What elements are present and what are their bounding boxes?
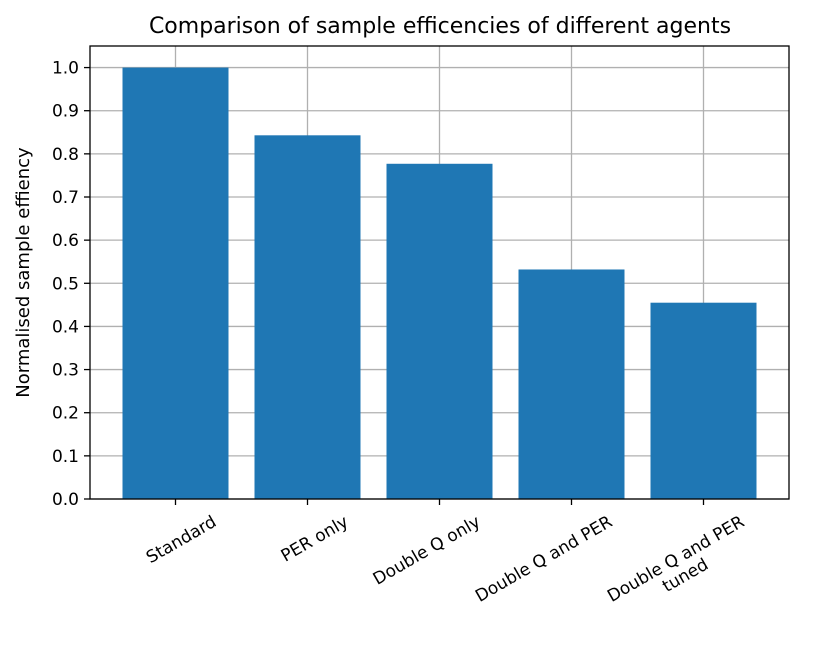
y-tick-label: 0.3: [52, 361, 79, 381]
y-tick-label: 0.1: [52, 447, 79, 467]
bar-2: [386, 163, 493, 499]
y-tick-label: 0.9: [52, 102, 79, 122]
bar-3: [518, 269, 625, 499]
y-tick-label: 0.0: [52, 490, 79, 510]
x-tick-label: Double Q and PER: [472, 512, 616, 607]
bar-0: [122, 67, 229, 500]
y-axis-label: Normalised sample effiency: [13, 147, 34, 398]
y-tick-label: 0.6: [52, 231, 79, 251]
chart-title: Comparison of sample efficencies of diff…: [149, 14, 731, 39]
x-tick-label: PER only: [278, 512, 352, 566]
y-tick-label: 0.4: [52, 317, 79, 337]
x-tick-label: Double Q and PERtuned: [604, 512, 758, 623]
x-tick-label: Standard: [143, 512, 220, 568]
y-tick-label: 0.8: [52, 145, 79, 165]
y-tick-label: 0.2: [52, 404, 79, 424]
bars: [122, 67, 757, 500]
bar-1: [254, 135, 361, 499]
y-axis-ticks: 0.0 0.1 0.2 0.3 0.4 0.5 0.6 0.7 0.8 0.9 1.0: [52, 59, 90, 510]
y-tick-label: 0.5: [52, 274, 79, 294]
y-tick-label: 0.7: [52, 188, 79, 208]
bar-4: [650, 302, 757, 499]
y-tick-label: 1.0: [52, 59, 79, 79]
x-tick-label: Double Q only: [370, 512, 484, 590]
